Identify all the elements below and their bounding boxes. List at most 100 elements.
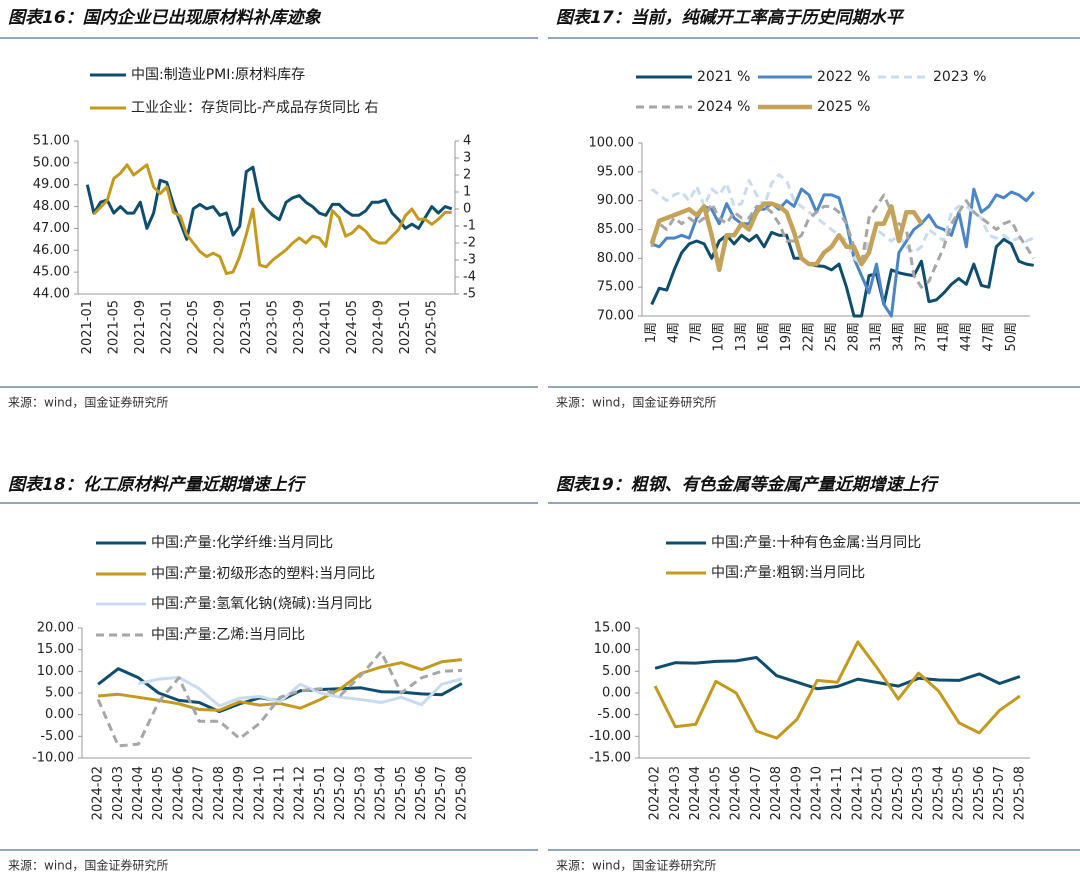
x-tick-label: 2024-05 xyxy=(345,300,360,354)
series-line xyxy=(96,650,462,748)
y-tick-label: 50.00 xyxy=(33,155,70,170)
x-tick-label: 2024-12 xyxy=(293,766,308,820)
x-tick-label: 31周 xyxy=(869,322,884,352)
y-tick-label: 90.00 xyxy=(597,193,634,208)
x-tick-label: 28周 xyxy=(846,322,861,352)
x-tick-label: 16周 xyxy=(757,322,772,352)
x-tick-label: 2025-07 xyxy=(992,766,1007,820)
legend-label: 2023 % xyxy=(933,69,986,85)
y-tick-label: 49.00 xyxy=(33,177,70,192)
x-tick-label: 2024-07 xyxy=(192,766,207,820)
series-line xyxy=(97,667,463,714)
x-tick-label: 2024-03 xyxy=(668,766,683,820)
x-tick-label: 2024-02 xyxy=(648,766,663,820)
legend-label: 2025 % xyxy=(817,99,870,115)
x-tick-label: 2025-02 xyxy=(891,766,906,820)
x-tick-label: 2025-05 xyxy=(394,766,409,820)
y-tick-label: -15.00 xyxy=(589,751,631,766)
x-tick-label: 2021-01 xyxy=(80,300,95,354)
x-tick-label: 2024-09 xyxy=(789,766,804,820)
x-tick-label: 2024-05 xyxy=(708,766,723,820)
y-tick-label: 95.00 xyxy=(597,164,634,179)
x-tick-label: 2021-05 xyxy=(106,300,121,354)
y-tick-label: 70.00 xyxy=(597,309,634,324)
y-tick-label: 15.00 xyxy=(594,621,631,636)
y-tick-label: 80.00 xyxy=(597,251,634,266)
x-tick-label: 2024-09 xyxy=(232,766,247,820)
x-tick-label: 34周 xyxy=(891,322,906,352)
legend-label: 中国:产量:十种有色金属:当月同比 xyxy=(711,534,921,551)
y-tick-label: -5.00 xyxy=(40,729,74,744)
y2-tick-label: 4 xyxy=(463,134,471,149)
legend-label: 工业企业：存货同比-产成品存货同比 右 xyxy=(131,99,379,116)
y-tick-label: 51.00 xyxy=(33,134,70,149)
x-tick-label: 2024-10 xyxy=(810,766,825,820)
x-tick-label: 2025-06 xyxy=(972,766,987,820)
x-tick-label: 2022-05 xyxy=(186,300,201,354)
x-tick-label: 47周 xyxy=(981,322,996,352)
x-tick-label: 2024-01 xyxy=(318,300,333,354)
x-tick-label: 2025-05 xyxy=(424,300,439,354)
y2-tick-label: 0 xyxy=(463,202,471,217)
y2-tick-label: -4 xyxy=(463,270,476,285)
chart-title: 图表16：国内企业已出现原材料补库迹象 xyxy=(8,8,322,28)
x-tick-label: 2022-09 xyxy=(212,300,227,354)
y-tick-label: 15.00 xyxy=(37,642,74,657)
x-tick-label: 10周 xyxy=(712,322,727,352)
x-tick-label: 2023-09 xyxy=(292,300,307,354)
y2-tick-label: -5 xyxy=(463,287,476,302)
chart-title: 图表18：化工原材料产量近期增速上行 xyxy=(8,475,307,495)
series-line xyxy=(653,640,1021,740)
x-tick-label: 50周 xyxy=(1004,322,1019,352)
y-tick-label: 20.00 xyxy=(37,621,74,636)
y-tick-label: 45.00 xyxy=(33,265,70,280)
series-line xyxy=(649,201,924,273)
x-tick-label: 2022-01 xyxy=(159,300,174,354)
legend-label: 中国:产量:氢氧化钠(烧碱):当月同比 xyxy=(151,596,372,612)
y-tick-label: -10.00 xyxy=(589,729,631,744)
x-tick-label: 2024-11 xyxy=(273,766,288,820)
x-tick-label: 2025-04 xyxy=(374,766,389,820)
x-tick-label: 2025-03 xyxy=(353,766,368,820)
y2-tick-label: 1 xyxy=(463,185,471,200)
legend-label: 中国:产量:化学纤维:当月同比 xyxy=(151,535,333,551)
x-tick-label: 2024-12 xyxy=(850,766,865,820)
x-tick-label: 2023-01 xyxy=(239,300,254,354)
legend-label: 2024 % xyxy=(697,99,750,115)
x-tick-label: 2024-04 xyxy=(131,766,146,820)
x-tick-label: 2024-03 xyxy=(111,766,126,820)
y-tick-label: 75.00 xyxy=(597,280,634,295)
x-tick-label: 13周 xyxy=(734,322,749,352)
y-tick-label: 46.00 xyxy=(33,243,70,258)
x-tick-label: 2024-11 xyxy=(830,766,845,820)
legend-label: 2021 % xyxy=(697,69,750,85)
y-tick-label: 100.00 xyxy=(589,136,635,151)
x-tick-label: 1周 xyxy=(644,322,659,343)
y-tick-label: 48.00 xyxy=(33,199,70,214)
x-tick-label: 44周 xyxy=(959,322,974,352)
x-tick-label: 25周 xyxy=(824,322,839,352)
chart-title: 图表19：粗钢、有色金属等金属产量近期增速上行 xyxy=(556,475,940,495)
y-tick-label: 10.00 xyxy=(594,642,631,657)
x-tick-label: 2025-03 xyxy=(911,766,926,820)
series-line xyxy=(651,187,1035,318)
x-tick-label: 2024-05 xyxy=(151,766,166,820)
x-tick-label: 2024-09 xyxy=(371,300,386,354)
source: 来源：wind，国金证券研究所 xyxy=(8,858,168,873)
source: 来源：wind，国金证券研究所 xyxy=(556,395,716,410)
x-tick-label: 2024-04 xyxy=(688,766,703,820)
x-tick-label: 37周 xyxy=(914,322,929,352)
x-tick-label: 2025-06 xyxy=(414,766,429,820)
x-tick-label: 22周 xyxy=(802,322,817,352)
series-line xyxy=(85,165,453,241)
x-tick-label: 2024-06 xyxy=(171,766,186,820)
series-line xyxy=(654,656,1021,691)
y2-tick-label: -2 xyxy=(463,236,476,251)
y-tick-label: 10.00 xyxy=(37,664,74,679)
x-tick-label: 2021-09 xyxy=(133,300,148,354)
x-tick-label: 2025-05 xyxy=(952,766,967,820)
x-tick-label: 2024-02 xyxy=(91,766,106,820)
source: 来源：wind，国金证券研究所 xyxy=(8,395,168,410)
y-tick-label: 47.00 xyxy=(33,221,70,236)
